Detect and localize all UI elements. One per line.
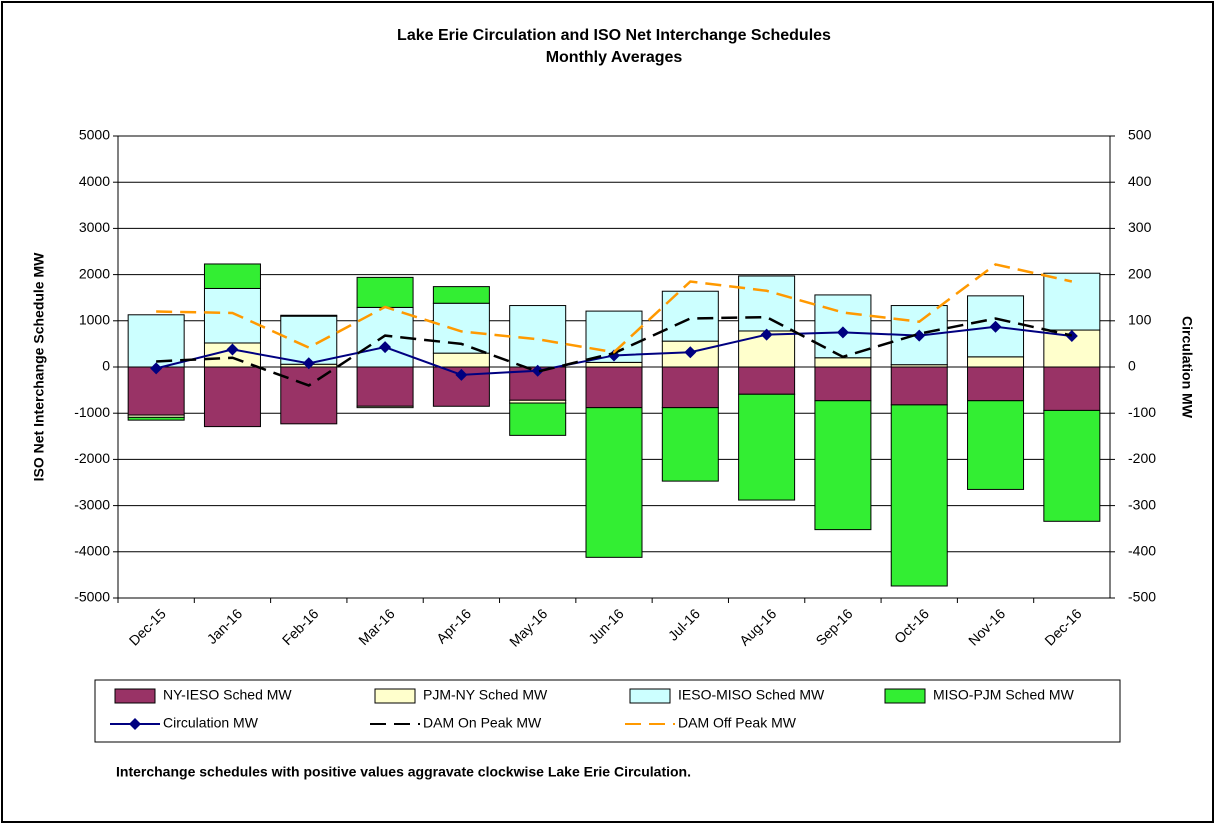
- legend-label: IESO-MISO Sched MW: [678, 687, 825, 703]
- legend-swatch: [114, 688, 156, 704]
- bar: [661, 366, 719, 409]
- bar: [814, 357, 872, 368]
- bar: [280, 366, 338, 425]
- bar: [814, 366, 872, 402]
- line-series: [156, 263, 1073, 354]
- y-tick-label: -1000: [74, 404, 110, 420]
- bar: [967, 400, 1025, 490]
- y2-tick-label: 200: [1128, 265, 1152, 281]
- y-tick-label: -4000: [74, 543, 110, 559]
- bar: [890, 404, 948, 587]
- marker: [760, 328, 773, 341]
- bar: [203, 287, 261, 344]
- y-tick-label: 2000: [79, 265, 110, 281]
- marker: [226, 343, 239, 356]
- marker: [379, 341, 392, 354]
- y2-tick-label: 300: [1128, 219, 1152, 235]
- y-tick-label: 0: [102, 358, 110, 374]
- bar: [356, 366, 414, 407]
- bar: [585, 361, 643, 368]
- legend-label: DAM On Peak MW: [423, 715, 542, 731]
- bar: [509, 305, 567, 368]
- legend-label: DAM Off Peak MW: [678, 715, 797, 731]
- bar: [814, 294, 872, 359]
- y-tick-label: 5000: [79, 127, 110, 143]
- chart-title: Lake Erie Circulation and ISO Net Interc…: [397, 27, 831, 44]
- bar: [356, 276, 414, 308]
- bar: [890, 366, 948, 406]
- bar: [1043, 366, 1101, 411]
- y-tick-label: 3000: [79, 219, 110, 235]
- marker: [455, 368, 468, 381]
- bar: [356, 405, 414, 409]
- bar: [814, 400, 872, 531]
- legend-swatch: [884, 688, 926, 704]
- legend-marker: [129, 718, 141, 730]
- legend-swatch: [629, 688, 671, 704]
- y2-tick-label: -500: [1128, 589, 1156, 605]
- bar: [127, 416, 185, 421]
- bar: [1043, 409, 1101, 522]
- y2-tick-label: -400: [1128, 543, 1156, 559]
- bar: [661, 407, 719, 482]
- bar: [738, 393, 796, 501]
- marker: [836, 326, 849, 339]
- bar: [203, 263, 261, 289]
- bar: [127, 314, 185, 368]
- y2-tick-label: -300: [1128, 496, 1156, 512]
- y-tick-label: 1000: [79, 312, 110, 328]
- marker: [684, 346, 697, 359]
- marker: [989, 320, 1002, 333]
- bar: [738, 366, 796, 395]
- y2-tick-label: -200: [1128, 450, 1156, 466]
- bar: [509, 402, 567, 436]
- bar: [280, 314, 338, 317]
- y-tick-label: -2000: [74, 450, 110, 466]
- y-axis-title: ISO Net Interchange Schedule MW: [31, 252, 47, 481]
- plot-border: [117, 135, 1111, 599]
- legend-label: NY-IESO Sched MW: [163, 687, 292, 703]
- bar: [967, 356, 1025, 368]
- y2-tick-label: 0: [1128, 358, 1136, 374]
- legend-swatch: [374, 688, 416, 704]
- marker: [150, 362, 163, 375]
- legend-label: MISO-PJM Sched MW: [933, 687, 1075, 703]
- bar: [738, 275, 796, 332]
- legend-label: PJM-NY Sched MW: [423, 687, 548, 703]
- bar: [432, 286, 490, 304]
- y2-tick-label: 500: [1128, 127, 1152, 143]
- y2-tick-label: 100: [1128, 312, 1152, 328]
- bar: [432, 302, 490, 354]
- bar: [585, 407, 643, 558]
- annotation: Interchange schedules with positive valu…: [116, 764, 691, 780]
- bar: [967, 366, 1025, 402]
- y2-axis-title: Circulation MW: [1179, 316, 1195, 419]
- y2-tick-label: 400: [1128, 173, 1152, 189]
- marker: [913, 329, 926, 342]
- marker: [302, 357, 315, 370]
- bar: [127, 366, 185, 416]
- marker: [531, 364, 544, 377]
- marker: [1065, 330, 1078, 343]
- chart-subtitle: Monthly Averages: [546, 49, 683, 66]
- y-tick-label: 4000: [79, 173, 110, 189]
- bar: [203, 366, 261, 428]
- legend-label: Circulation MW: [163, 715, 259, 731]
- y2-tick-label: -100: [1128, 404, 1156, 420]
- bar: [432, 352, 490, 368]
- bar: [1043, 272, 1101, 331]
- legend-box: [94, 679, 1121, 743]
- bar: [585, 366, 643, 409]
- bar: [280, 315, 338, 365]
- y-tick-label: -5000: [74, 589, 110, 605]
- y-tick-label: -3000: [74, 496, 110, 512]
